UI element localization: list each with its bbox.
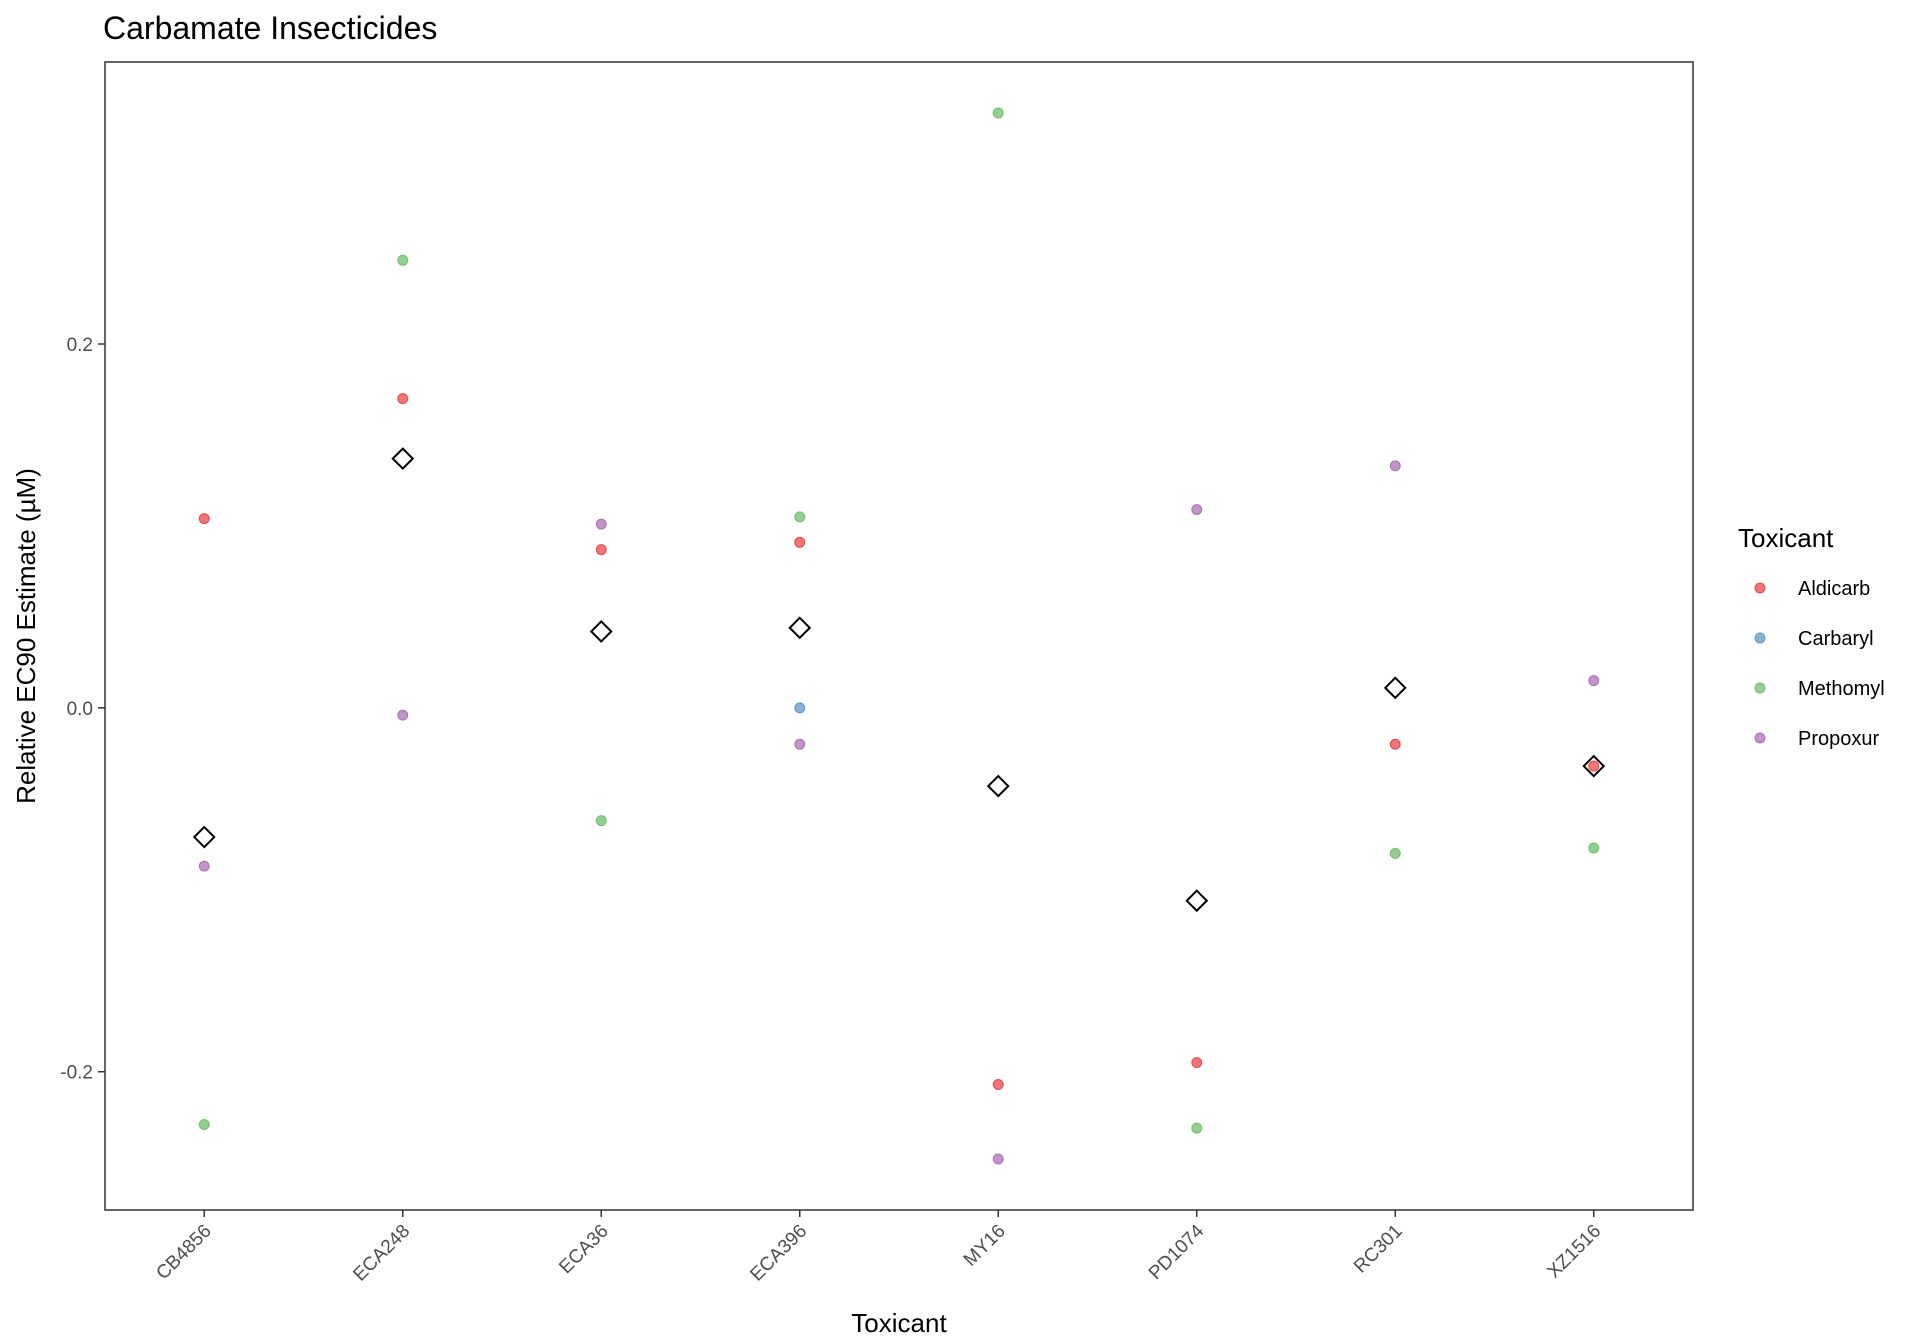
y-axis: -0.2 0.0 0.2 xyxy=(60,335,105,1084)
point-propoxur-my16 xyxy=(992,1153,1004,1165)
mean-diamond-cb4856 xyxy=(192,825,216,849)
point-propoxur-rc301 xyxy=(1389,460,1401,472)
legend-key-aldicarb xyxy=(1754,582,1766,594)
y-axis-title: Relative EC90 Estimate (µM) xyxy=(11,468,41,804)
point-propoxur-xz1516 xyxy=(1588,675,1600,687)
mean-diamond-xz1516 xyxy=(1582,754,1606,778)
legend-key-carbaryl xyxy=(1754,632,1766,644)
x-axis-title: Toxicant xyxy=(851,1308,947,1338)
plot-panel xyxy=(104,61,1694,1211)
x-tick-label: ECA396 xyxy=(746,1221,811,1286)
mean-diamond-my16 xyxy=(986,774,1010,798)
legend-label-propoxur: Propoxur xyxy=(1798,728,1879,750)
x-tick-label: ECA248 xyxy=(349,1221,414,1286)
legend-title: Toxicant xyxy=(1738,523,1834,553)
mean-diamond-eca36 xyxy=(589,620,613,643)
y-tick-label: -0.2 xyxy=(60,1063,93,1084)
point-aldicarb-my16 xyxy=(992,1078,1004,1090)
x-tick-label: CB4856 xyxy=(152,1221,215,1284)
point-propoxur-eca396 xyxy=(794,738,806,750)
legend-label-carbaryl: Carbaryl xyxy=(1798,628,1874,650)
point-methomyl-pd1074 xyxy=(1191,1122,1203,1134)
legend-label-methomyl: Methomyl xyxy=(1798,678,1885,700)
data-points xyxy=(198,107,1600,1165)
point-aldicarb-pd1074 xyxy=(1191,1057,1203,1069)
x-tick-label: RC301 xyxy=(1350,1221,1407,1278)
mean-diamond-rc301 xyxy=(1383,676,1407,700)
point-aldicarb-eca396 xyxy=(794,536,806,548)
point-aldicarb-eca248 xyxy=(397,393,409,405)
x-axis: CB4856 ECA248 ECA36 ECA396 MY16 PD1074 RC301 XZ… xyxy=(152,1210,1605,1286)
mean-diamond-pd1074 xyxy=(1185,889,1209,913)
x-tick-label: PD1074 xyxy=(1145,1220,1209,1284)
legend: Toxicant Aldicarb Carbaryl Methomyl Propoxu… xyxy=(1738,523,1885,750)
point-methomyl-eca36 xyxy=(595,815,607,827)
legend-key-propoxur xyxy=(1754,732,1766,744)
point-aldicarb-rc301 xyxy=(1389,738,1401,750)
chart-title: Carbamate Insecticides xyxy=(103,10,437,46)
mean-diamond-eca248 xyxy=(391,447,415,471)
point-propoxur-cb4856 xyxy=(198,860,210,872)
point-carbaryl-eca396 xyxy=(794,702,806,714)
point-aldicarb-cb4856 xyxy=(198,513,210,525)
mean-diamond-eca396 xyxy=(788,616,812,640)
legend-label-aldicarb: Aldicarb xyxy=(1798,578,1870,600)
legend-key-methomyl xyxy=(1754,682,1766,694)
point-methomyl-rc301 xyxy=(1389,847,1401,859)
point-methomyl-xz1516 xyxy=(1588,842,1600,854)
x-tick-label: ECA36 xyxy=(555,1221,612,1278)
mean-markers xyxy=(192,447,1606,913)
x-tick-label: XZ1516 xyxy=(1543,1221,1605,1283)
point-methomyl-eca396 xyxy=(794,511,806,523)
point-propoxur-pd1074 xyxy=(1191,504,1203,516)
point-aldicarb-eca36 xyxy=(595,544,607,556)
point-aldicarb-xz1516 xyxy=(1588,760,1600,772)
point-propoxur-eca36 xyxy=(595,518,607,530)
point-propoxur-eca248 xyxy=(397,709,409,721)
y-tick-label: 0.0 xyxy=(67,699,93,720)
point-methomyl-my16 xyxy=(992,107,1004,119)
point-methomyl-eca248 xyxy=(397,254,409,266)
y-tick-label: 0.2 xyxy=(67,335,93,356)
point-methomyl-cb4856 xyxy=(198,1118,210,1130)
x-tick-label: MY16 xyxy=(960,1221,1010,1271)
